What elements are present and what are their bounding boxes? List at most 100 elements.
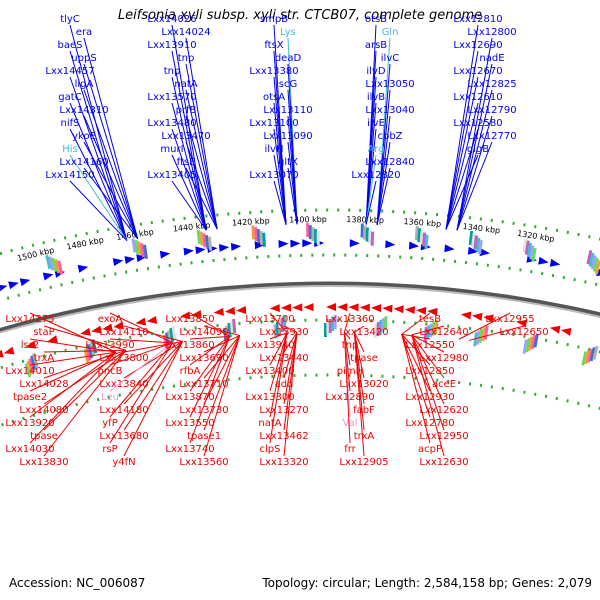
forward-gene-label: ligA — [75, 79, 94, 90]
forward-gene-label: Lxx12690 — [453, 40, 502, 51]
reverse-gene-label: Lxx14180 — [99, 405, 148, 416]
forward-gene-leader — [171, 128, 207, 231]
reverse-gene-arrow — [549, 325, 561, 334]
feature-block — [471, 233, 476, 248]
forward-gene-leader — [445, 128, 479, 230]
feature-block — [140, 243, 146, 258]
forward-gene-leader — [171, 180, 207, 231]
feature-block — [54, 259, 61, 274]
reverse-gene-leader — [189, 336, 231, 392]
reverse-gene-label: tpase — [350, 353, 378, 364]
forward-gene-arrow — [349, 239, 360, 248]
reverse-gene-label: Lxx13680 — [99, 431, 148, 442]
reverse-gene-leader — [203, 335, 241, 457]
forward-gene-arrow — [183, 247, 194, 256]
forward-gene-arrow — [385, 240, 396, 249]
reverse-gene-arrow — [113, 321, 124, 330]
reverse-gene-arrow — [47, 335, 58, 344]
forward-gene-leader — [83, 37, 139, 239]
forward-gene-label: ilvB — [367, 92, 385, 103]
reverse-gene-leader — [283, 325, 298, 333]
reverse-gene-arrow — [382, 304, 393, 313]
feature-block — [306, 223, 310, 238]
forward-gene-leader — [69, 76, 128, 241]
forward-gene-label: Lxx12770 — [467, 131, 516, 142]
feature-block — [478, 240, 483, 255]
reverse-gene-label: Lxx12980 — [419, 353, 468, 364]
reverse-gene-label: Lxx13550 — [165, 418, 214, 429]
reverse-gene-leader — [401, 312, 431, 335]
forward-gene-leader — [273, 102, 287, 225]
reverse-gene-leader — [109, 338, 173, 344]
forward-gene-label: Lxx12580 — [453, 118, 502, 129]
reverse-gene-arrow — [135, 317, 147, 326]
feature-block — [588, 252, 595, 267]
reverse-gene-label: Lxx13400 — [245, 366, 294, 377]
feature-block — [314, 229, 318, 244]
reverse-gene-leader — [411, 334, 445, 431]
reverse-gene-leader — [29, 351, 117, 418]
reverse-gene-leader — [29, 351, 117, 444]
feature-block — [171, 325, 177, 340]
forward-gene-leader — [273, 128, 287, 225]
forward-gene-leader — [445, 24, 479, 230]
reverse-gene-leader — [468, 325, 525, 341]
reverse-gene-label: Lxx13462 — [259, 431, 308, 442]
forward-gene-label: Lxx14150 — [45, 170, 94, 181]
forward-gene-leader — [445, 76, 479, 230]
forward-gene-arrow — [195, 246, 206, 255]
reverse-gene-leader — [29, 351, 117, 392]
forward-gene-label: ykoE — [72, 131, 96, 142]
feature-block — [589, 347, 596, 362]
feature-block — [311, 227, 315, 242]
forward-gene-label: deaD — [275, 53, 302, 64]
reverse-gene-leader — [401, 334, 431, 444]
reverse-gene-arrow — [472, 312, 483, 321]
feature-block — [586, 348, 593, 363]
forward-gene-leader — [69, 102, 128, 241]
feature-block — [594, 260, 600, 275]
reverse-gene-arrow — [326, 303, 337, 312]
reverse-gene-leader — [43, 325, 127, 351]
tick-label: 1480 kbp — [66, 235, 105, 251]
reverse-gene-label: tpase1 — [187, 431, 221, 442]
forward-gene-arrow — [0, 284, 8, 293]
forward-gene-arrow — [19, 278, 31, 287]
forward-gene-label: smpB — [260, 14, 288, 25]
reverse-gene-leader — [269, 332, 288, 340]
forward-gene-arrow — [290, 239, 301, 248]
reverse-gene-label: Lxx13850 — [165, 314, 214, 325]
feature-block — [365, 227, 370, 242]
forward-gene-label: Lxx13480 — [147, 118, 196, 129]
forward-gene-leader — [287, 167, 298, 225]
reverse-gene-leader — [354, 325, 365, 333]
forward-gene-label: Lxx13110 — [263, 105, 312, 116]
reverse-gene-label: add — [275, 379, 294, 390]
forward-gene-label: murI — [160, 144, 183, 155]
reverse-gene-arrow — [25, 340, 37, 349]
forward-gene-label: Lxx12820 — [351, 170, 400, 181]
forward-gene-arrow — [596, 268, 600, 277]
reverse-gene-leader — [189, 336, 231, 418]
feature-block — [478, 328, 484, 344]
reverse-gene-leader — [29, 312, 117, 353]
tick-label: 1380 kbp — [346, 215, 384, 225]
feature-block — [142, 244, 149, 259]
reverse-gene-arrow — [359, 303, 370, 312]
reverse-gene-label: Lxx14080 — [19, 405, 68, 416]
forward-gene-leader — [69, 24, 128, 241]
forward-gene-label: glgB — [467, 144, 489, 155]
forward-gene-leader — [83, 63, 139, 239]
reverse-gene-label: staP — [33, 327, 54, 338]
reverse-gene-label: Lxx14010 — [5, 366, 54, 377]
forward-gene-label: Lxx13100 — [249, 118, 298, 129]
reverse-gene-arrow — [516, 319, 528, 328]
forward-gene-leader — [83, 89, 139, 239]
reverse-gene-arrow — [393, 305, 404, 314]
feature-block — [333, 315, 337, 330]
reverse-gene-leader — [109, 342, 174, 418]
reverse-gene-label: Lxx13840 — [99, 379, 148, 390]
reverse-gene-leader — [43, 349, 126, 353]
reverse-gene-arrow — [146, 315, 158, 324]
feature-block — [308, 225, 312, 240]
